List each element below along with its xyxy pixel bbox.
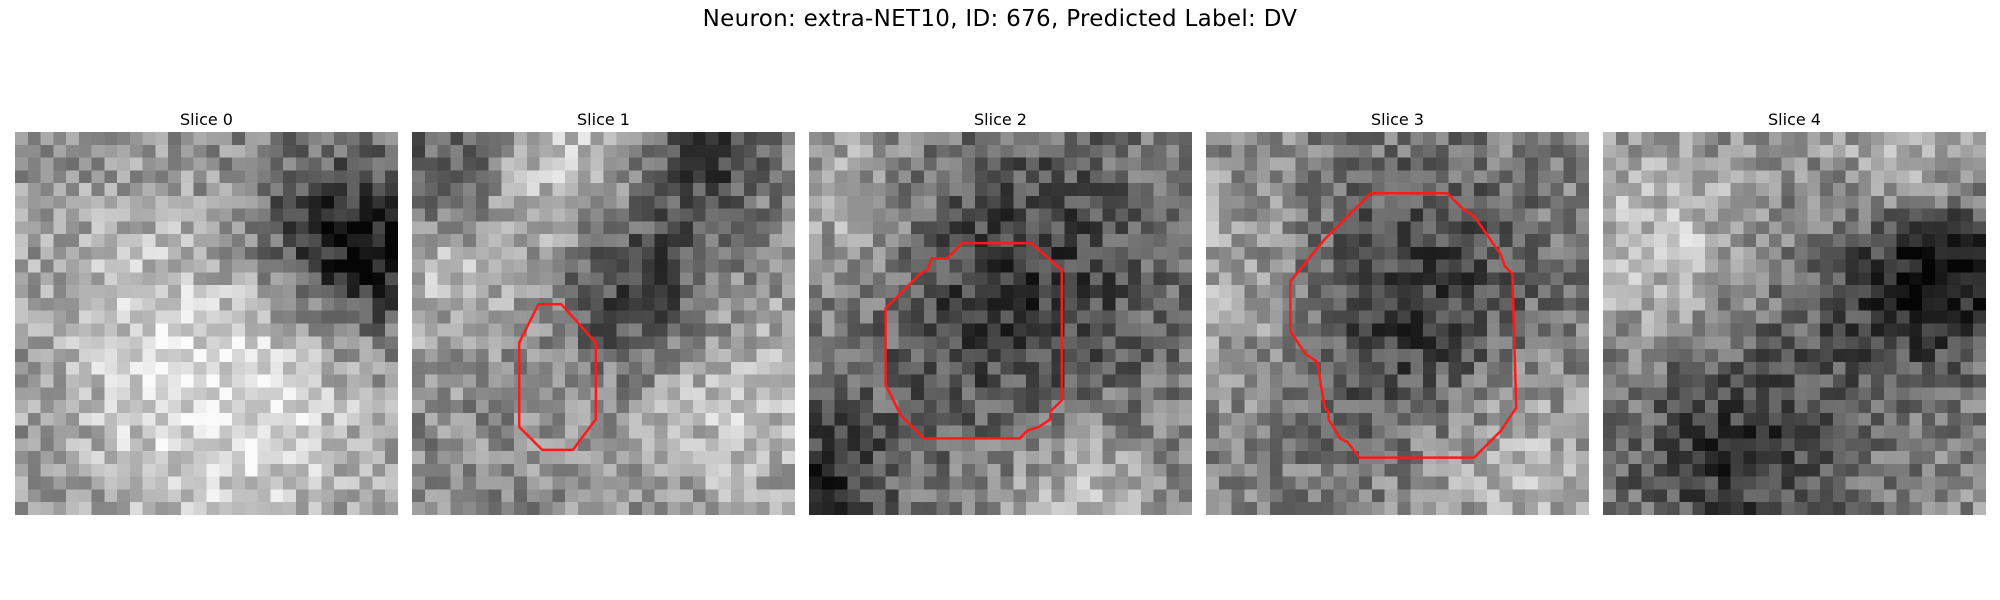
slice-title: Slice 0 — [180, 110, 233, 129]
roi-outline — [884, 241, 1064, 440]
slice-panel-1: Slice 1 — [412, 108, 795, 515]
roi-contour — [1603, 132, 1986, 515]
slice-image — [809, 132, 1192, 515]
slice-panel-3: Slice 3 — [1206, 108, 1589, 515]
slice-panel-2: Slice 2 — [809, 108, 1192, 515]
slice-title: Slice 1 — [577, 110, 630, 129]
slice-image — [1603, 132, 1986, 515]
slice-panel-0: Slice 0 — [15, 108, 398, 515]
slice-image — [1206, 132, 1589, 515]
roi-outline — [517, 303, 598, 452]
roi-contour — [15, 132, 398, 515]
slice-title: Slice 4 — [1768, 110, 1821, 129]
roi-contour — [884, 241, 1064, 440]
figure-title: Neuron: extra-NET10, ID: 676, Predicted … — [702, 6, 1298, 32]
roi-contour — [517, 303, 598, 452]
slice-image — [412, 132, 795, 515]
slice-image — [15, 132, 398, 515]
roi-contour — [1289, 192, 1518, 459]
slice-title: Slice 3 — [1371, 110, 1424, 129]
slice-panel-4: Slice 4 — [1603, 108, 1986, 515]
roi-outline — [1289, 192, 1518, 459]
slice-title: Slice 2 — [974, 110, 1027, 129]
